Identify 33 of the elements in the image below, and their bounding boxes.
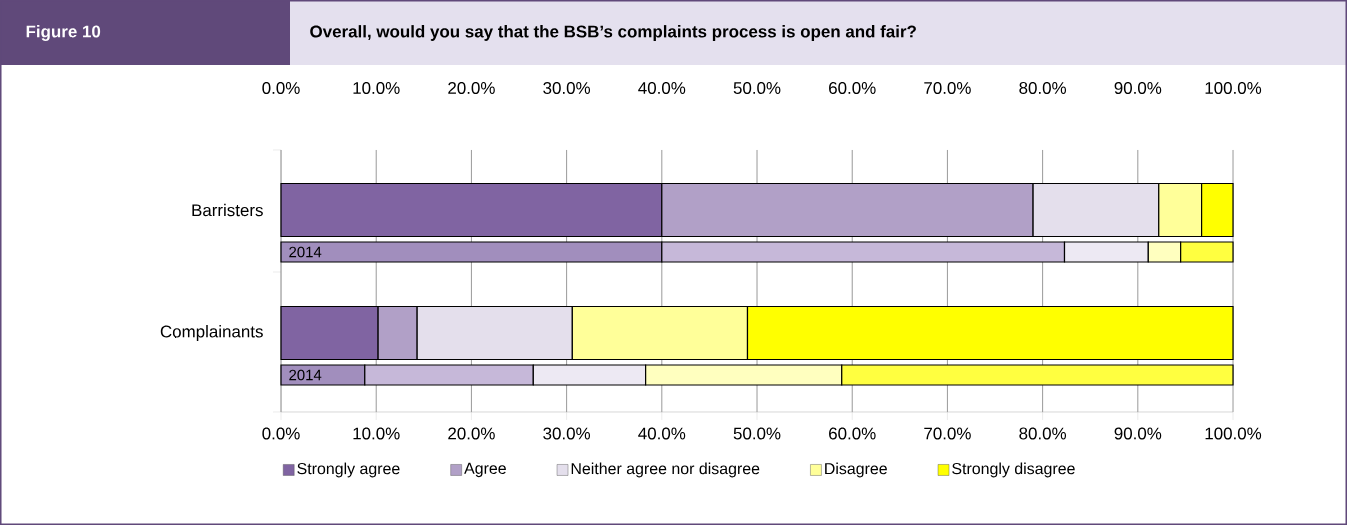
legend-label: Strongly disagree [952, 462, 1075, 478]
legend-label: Neither agree nor disagree [571, 462, 760, 478]
x-tick-label: 90.0% [1114, 427, 1162, 440]
y-tick-label: 2014 [289, 246, 322, 258]
x2-tick-label: 30.0% [543, 81, 591, 94]
x-tick-label: 100.0% [1205, 427, 1262, 440]
x2-tick-label: 20.0% [448, 81, 495, 94]
x2-tick-label: 10.0% [353, 81, 400, 94]
x2-tick-label: 50.0% [733, 81, 781, 94]
x2-tick-label: 0.0% [262, 81, 300, 94]
x2-tick-label: 60.0% [829, 81, 876, 94]
x2-tick-label: 100.0% [1205, 81, 1262, 94]
x-tick-label: 20.0% [448, 427, 495, 440]
x-tick-label: 70.0% [924, 427, 971, 440]
x2-tick-label: 90.0% [1114, 81, 1162, 94]
x-tick-label: 60.0% [829, 427, 876, 440]
chart-subtitle: Overall, would you say that the BSB’s complaints process is open and fair? [310, 25, 916, 41]
x-tick-label: 50.0% [733, 427, 781, 440]
y-tick-label: Complainants [160, 325, 263, 341]
text: Figure 10 [26, 25, 101, 41]
y-tick-label: 2014 [289, 369, 322, 381]
x-tick-label: 40.0% [638, 427, 686, 440]
legend-label: Agree [464, 462, 506, 478]
x-tick-label: 80.0% [1019, 427, 1067, 440]
y-tick-label: Barristers [192, 203, 263, 217]
x2-tick-label: 70.0% [924, 81, 971, 94]
legend-label: Strongly agree [297, 462, 400, 478]
x-tick-label: 30.0% [543, 427, 591, 440]
legend-label: Disagree [825, 462, 887, 478]
x2-tick-label: 80.0% [1019, 81, 1067, 94]
x-tick-label: 0.0% [262, 427, 300, 440]
x-tick-label: 10.0% [353, 427, 400, 440]
x2-tick-label: 40.0% [638, 81, 686, 94]
